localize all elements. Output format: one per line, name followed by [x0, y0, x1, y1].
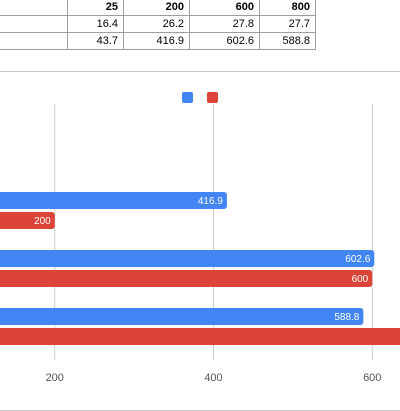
data-table: 25 200 600 800 16.4 26.2 27.8 27.7 43.7 … [0, 0, 316, 50]
x-tick-label: 600 [363, 372, 381, 384]
data-label: 416.9 [198, 196, 223, 207]
table-cell: 416.9 [123, 32, 190, 50]
data-label: 200 [34, 216, 51, 227]
table-cell: 200 [123, 0, 190, 16]
table-cell: 25 [67, 0, 124, 16]
bar [0, 308, 364, 325]
x-tick-label: 200 [46, 372, 64, 384]
bar [0, 270, 373, 287]
table-cell: 588.8 [259, 32, 316, 50]
legend-swatch [182, 92, 193, 103]
x-tick-label: 400 [204, 372, 222, 384]
table-cell: 602.6 [189, 32, 260, 50]
data-label: 602.6 [345, 254, 370, 265]
legend-swatch [207, 92, 218, 103]
table-cell: 43.7 [67, 32, 124, 50]
bar [0, 192, 227, 209]
bar [0, 250, 375, 267]
bar [0, 328, 400, 345]
table-row: 43.7 416.9 602.6 588.8 [0, 32, 316, 50]
table-row: 16.4 26.2 27.8 27.7 [0, 15, 316, 33]
table-header-row: 25 200 600 800 [0, 0, 316, 16]
data-label: 588.8 [334, 312, 359, 323]
bar [0, 212, 55, 229]
table-cell: 26.2 [123, 15, 190, 33]
data-label: 600 [352, 274, 369, 285]
